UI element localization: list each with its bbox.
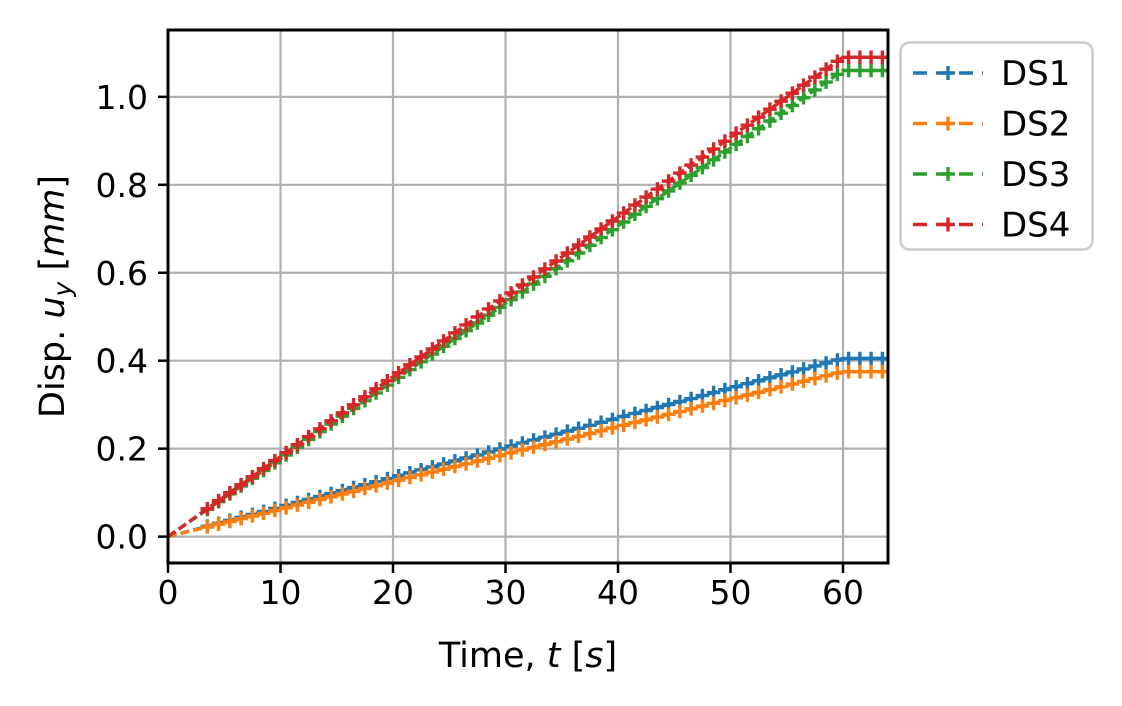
legend-entry-ds1: DS1	[913, 54, 1070, 94]
y-tick-label: 0.2	[96, 430, 148, 469]
legend-label: DS3	[1001, 155, 1070, 195]
x-tick-label: 0	[158, 573, 179, 612]
legend-marker-plus-icon	[941, 217, 955, 232]
x-axis-label: Time, t [s]	[438, 636, 617, 676]
x-tick-label: 20	[372, 573, 414, 612]
x-tick-label: 10	[260, 573, 302, 612]
tick-marks	[158, 95, 845, 573]
plot-area-data	[167, 50, 889, 539]
x-tick-label: 30	[485, 573, 527, 612]
series-ds2	[167, 364, 889, 539]
y-tick-label: 0.8	[96, 166, 148, 205]
x-tick-label: 50	[710, 573, 752, 612]
legend-marker-plus-icon	[941, 66, 955, 80]
series-ds4	[167, 50, 889, 538]
legend-label: DS1	[1001, 54, 1070, 94]
legend: DS1 DS2 DS3 DS4	[899, 41, 1094, 251]
y-tick-label: 0.0	[96, 518, 148, 557]
legend-label: DS4	[1001, 206, 1070, 246]
axes-spines	[166, 28, 890, 565]
y-tick-label: 0.6	[96, 254, 148, 293]
x-tick-label: 60	[822, 573, 864, 612]
legend-entry-ds2: DS2	[913, 105, 1070, 145]
grid	[166, 30, 888, 563]
x-tick-label: 40	[597, 573, 639, 612]
legend-marker-plus-icon	[941, 116, 955, 131]
legend-box	[899, 41, 1094, 251]
y-axis-label: Disp. uy [mm]	[33, 175, 77, 418]
legend-label: DS2	[1001, 105, 1070, 145]
legend-marker-plus-icon	[941, 167, 955, 181]
legend-entry-ds3: DS3	[913, 155, 1070, 195]
y-tick-label: 1.0	[96, 78, 148, 117]
series-markers-ds2	[200, 364, 889, 534]
legend-entry-ds4: DS4	[913, 206, 1070, 246]
y-tick-label: 0.4	[96, 342, 148, 381]
series-markers-ds4	[200, 50, 889, 516]
